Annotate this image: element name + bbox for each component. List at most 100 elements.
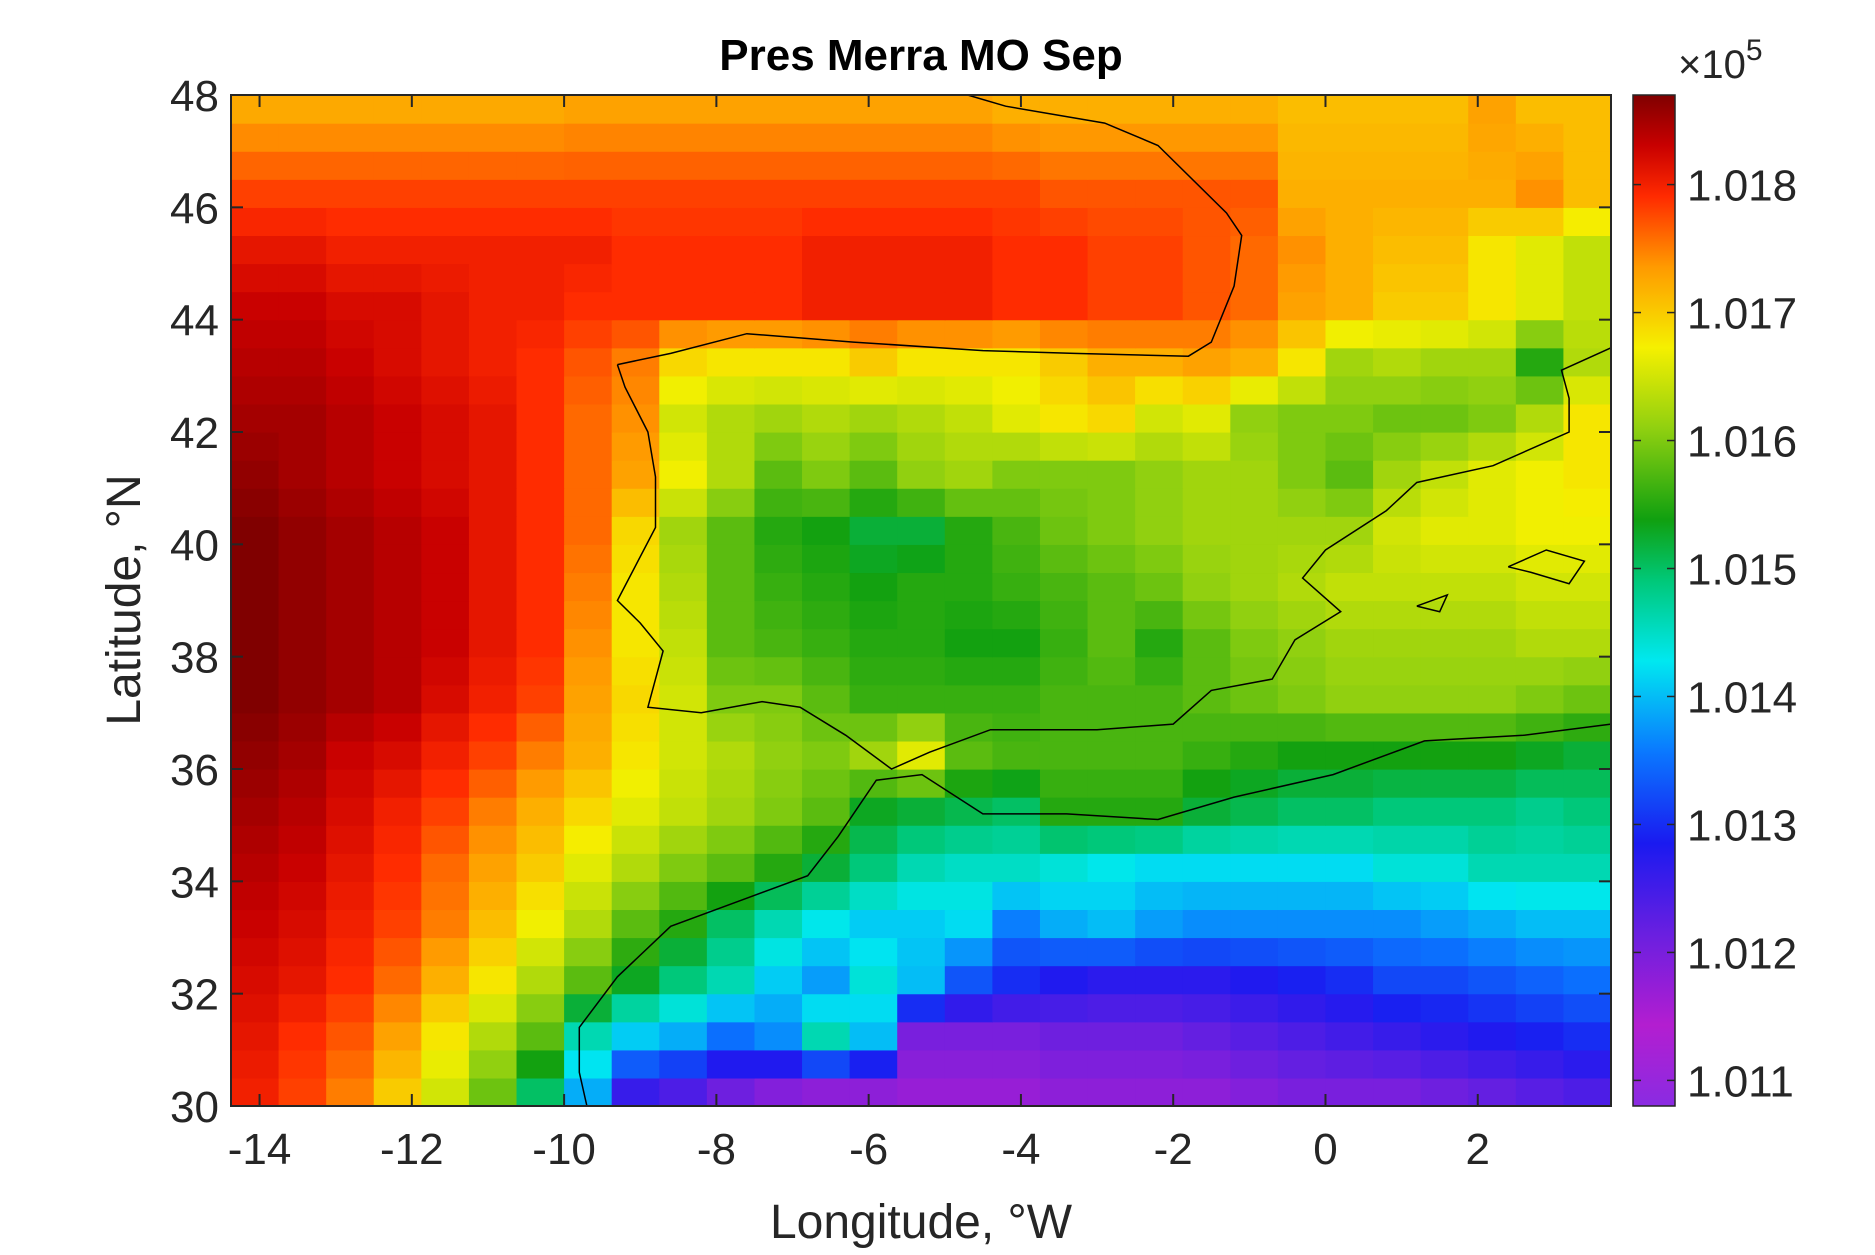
heatmap-cell [706,572,756,602]
heatmap-cell [231,460,280,489]
heatmap-cell [373,797,422,826]
heatmap-cell [1373,600,1422,630]
x-tick-label: -2 [1154,1125,1193,1174]
heatmap-cell [326,432,375,461]
heatmap-cell [754,769,803,798]
colorbar-tick-label: 1.014 [1687,673,1797,722]
heatmap-cell [421,375,470,405]
heatmap-cell [1277,432,1327,461]
heatmap-cell [1515,432,1565,461]
heatmap-cell [1135,207,1184,237]
heatmap-cell [278,375,327,405]
heatmap-cell [992,712,1041,742]
heatmap-cell [1468,544,1517,574]
heatmap-cell [421,460,470,489]
coastline-segment [1416,593,1449,613]
heatmap-cell [754,628,803,658]
heatmap-cell [1277,207,1327,237]
heatmap-cell [1135,460,1184,489]
heatmap-cell [849,179,898,208]
heatmap-cell [659,263,708,293]
y-tick-label: 38 [170,634,219,683]
heatmap-cell [1230,600,1279,630]
heatmap-cell [564,712,613,742]
heatmap-cell [373,572,422,602]
x-tick-label: -8 [697,1125,736,1174]
heatmap-cell [754,1077,803,1107]
heatmap-cell [1135,263,1184,293]
heatmap-cell [1039,572,1089,602]
heatmap-cell [564,572,613,602]
heatmap-cell [897,544,946,574]
heatmap-cell [1135,656,1184,686]
heatmap-cell [706,684,756,714]
heatmap-cell [231,656,280,686]
heatmap-cell [1135,1049,1184,1079]
heatmap-cell [231,432,280,461]
heatmap-cell [1039,853,1089,882]
heatmap-cell [516,993,565,1023]
heatmap-cell [373,1077,422,1107]
heatmap-cell [1087,263,1136,293]
heatmap-cell [611,740,660,770]
heatmap-cell [1230,460,1279,489]
heatmap-cell [1373,628,1422,658]
heatmap-cell [231,797,280,826]
heatmap-cell [611,235,660,265]
heatmap-cell [897,909,946,939]
heatmap-cell [611,179,660,208]
heatmap-cell [659,544,708,574]
heatmap-cell [468,712,518,742]
heatmap-cell [326,179,375,208]
heatmap-cell [802,712,851,742]
heatmap-cell [611,460,660,489]
heatmap-cell [468,263,518,293]
heatmap-cell [1420,95,1469,124]
coastline-segment [1507,549,1586,585]
heatmap-cell [1087,347,1136,377]
heatmap-cell [992,179,1041,208]
heatmap-cell [1515,628,1565,658]
heatmap-cell [1420,319,1469,349]
heatmap-cell [1182,1049,1231,1079]
heatmap-cell [754,123,803,152]
heatmap-cell [1515,797,1565,826]
heatmap-cell [897,712,946,742]
heatmap-cell [706,235,756,265]
heatmap-cell [754,740,803,770]
heatmap-cell [1420,993,1469,1023]
heatmap-cell [326,853,375,882]
heatmap-cell [897,488,946,517]
heatmap-cell [611,263,660,293]
heatmap-cell [231,769,280,798]
heatmap-cell [1182,965,1231,995]
heatmap-cell [611,909,660,939]
heatmap-cell [564,1049,613,1079]
heatmap-cell [659,179,708,208]
heatmap-cell [1135,516,1184,545]
heatmap-cell [1182,319,1231,349]
heatmap-cell [231,1049,280,1079]
heatmap-cell [706,797,756,826]
heatmap-cell [1039,656,1089,686]
heatmap-cell [659,937,708,967]
heatmap-cell [231,1077,280,1107]
heatmap-cell [706,965,756,995]
heatmap-cell [231,937,280,967]
heatmap-cell [1563,95,1612,124]
heatmap-cell [1420,769,1469,798]
heatmap-cell [468,740,518,770]
heatmap-cell [944,207,993,237]
heatmap-cell [1182,263,1231,293]
heatmap-cell [1230,1077,1279,1107]
heatmap-cell [516,235,565,265]
heatmap-cell [1182,488,1231,517]
heatmap-cell [421,769,470,798]
heatmap-cell [1515,235,1565,265]
heatmap-cell [1468,769,1517,798]
heatmap-cell [1468,488,1517,517]
heatmap-cell [516,712,565,742]
y-tick-label: 30 [170,1083,219,1132]
heatmap-cell [278,712,327,742]
heatmap-cell [849,853,898,882]
